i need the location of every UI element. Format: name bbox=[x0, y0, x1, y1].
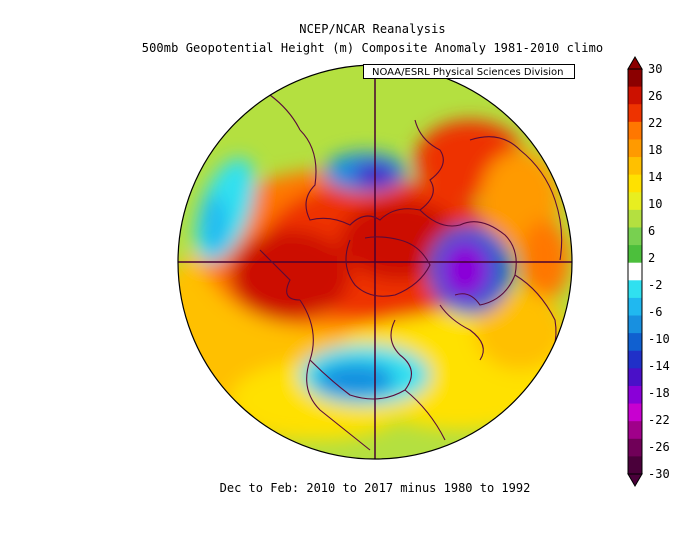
colorbar-tick-label: 6 bbox=[648, 224, 655, 238]
title-line-2: 500mb Geopotential Height (m) Composite … bbox=[141, 41, 604, 55]
colorbar: 30 26 22 18 14 10 6 2 -2 -6 -10 -14 -18 -22 -26 -30 bbox=[627, 56, 670, 487]
colorbar-tick-label: -6 bbox=[648, 305, 662, 319]
colorbar-swatch bbox=[628, 385, 642, 405]
colorbar-swatch bbox=[628, 456, 642, 475]
colorbar-tick-label: -18 bbox=[648, 386, 670, 400]
colorbar-tick-label: 18 bbox=[648, 143, 662, 157]
colorbar-tick-label: -22 bbox=[648, 413, 670, 427]
colorbar-swatch bbox=[628, 86, 642, 105]
title-line-1: NCEP/NCAR Reanalysis bbox=[299, 22, 446, 36]
coastlines bbox=[259, 94, 563, 451]
colorbar-tick-label: 14 bbox=[648, 170, 662, 184]
colorbar-tick-label: -10 bbox=[648, 332, 670, 346]
colorbar-arrow-top bbox=[627, 56, 643, 70]
colorbar-swatch bbox=[628, 438, 642, 457]
colorbar-swatch bbox=[628, 368, 642, 387]
colorbar-swatch bbox=[628, 333, 642, 352]
colorbar-swatch bbox=[628, 262, 642, 281]
colorbar-arrow-bottom bbox=[627, 473, 643, 487]
colorbar-tick-label: 26 bbox=[648, 89, 662, 103]
colorbar-tick-label: -14 bbox=[648, 359, 670, 373]
colorbar-tick-label: 10 bbox=[648, 197, 662, 211]
colorbar-swatch bbox=[628, 139, 642, 158]
colorbar-swatch bbox=[628, 280, 642, 299]
colorbar-swatch bbox=[628, 104, 642, 123]
colorbar-swatch bbox=[628, 315, 642, 334]
colorbar-swatch bbox=[628, 297, 642, 317]
colorbar-swatch bbox=[628, 227, 642, 246]
colorbar-swatch bbox=[628, 174, 642, 193]
colorbar-swatch bbox=[628, 121, 642, 140]
colorbar-swatch bbox=[628, 157, 642, 176]
colorbar-swatch bbox=[628, 421, 642, 440]
colorbar-tick-label: -26 bbox=[648, 440, 670, 454]
date-range-footer: Dec to Feb: 2010 to 2017 minus 1980 to 1… bbox=[219, 481, 531, 495]
colorbar-tick-label: -2 bbox=[648, 278, 662, 292]
colorbar-swatch bbox=[628, 69, 642, 88]
colorbar-swatch bbox=[628, 209, 642, 228]
credit-label: NOAA/ESRL Physical Sciences Division bbox=[363, 64, 575, 79]
colorbar-swatch bbox=[628, 350, 642, 369]
colorbar-swatch bbox=[628, 192, 642, 211]
colorbar-tick-label: -30 bbox=[648, 467, 670, 481]
colorbar-tick-label: 30 bbox=[648, 62, 662, 76]
colorbar-tick-label: 22 bbox=[648, 116, 662, 130]
colorbar-tick-label: 2 bbox=[648, 251, 655, 265]
colorbar-swatch bbox=[628, 403, 642, 422]
colorbar-swatch bbox=[628, 245, 642, 264]
